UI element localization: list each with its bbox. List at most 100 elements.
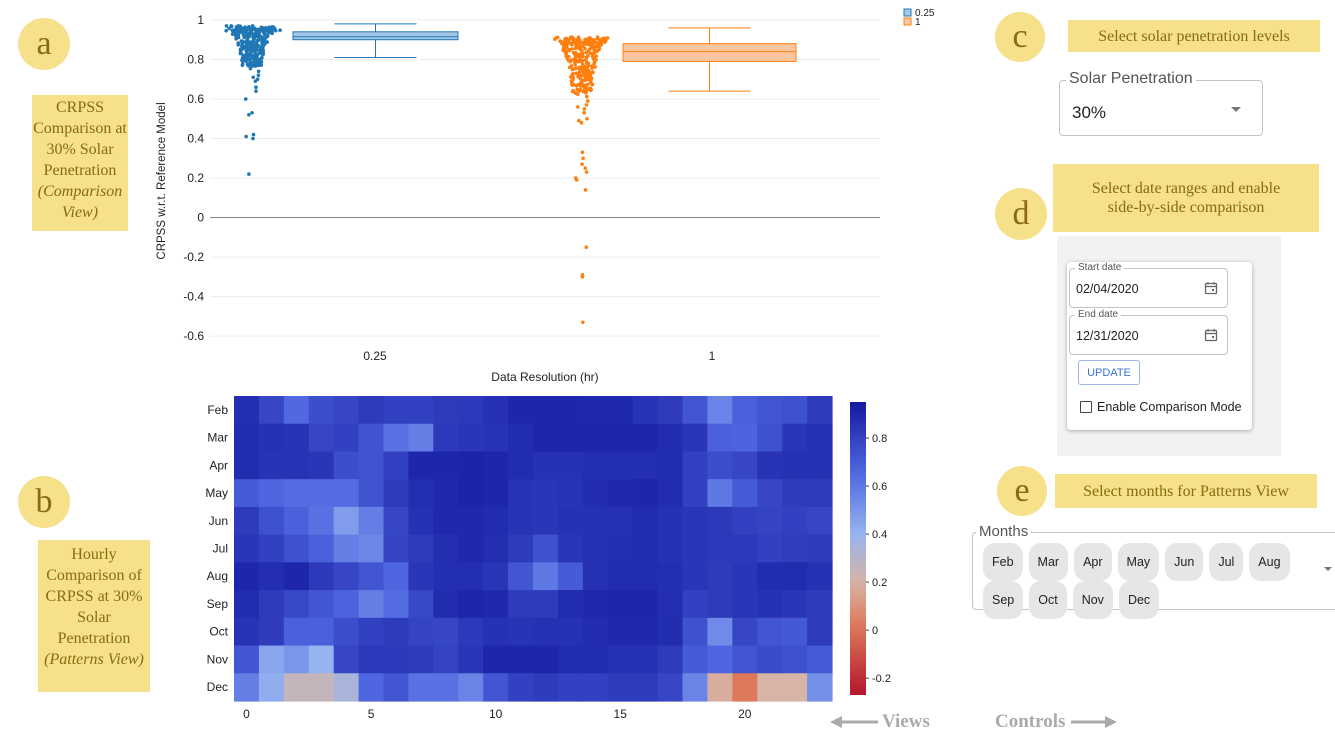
strip-point [554,35,559,40]
heatmap-cell [732,534,758,563]
heatmap-cell [557,506,584,536]
strip-point [585,72,589,77]
heatmap-cell [582,673,609,702]
strip-point [561,40,566,44]
heatmap-cell [333,451,360,480]
calendar-icon[interactable] [1204,281,1218,295]
heatmap-cell [582,506,609,536]
month-chip-may[interactable]: May [1117,543,1160,581]
heatmap-cell [458,506,484,536]
heatmap-cell [458,562,484,591]
heatmap-cell [607,506,634,536]
update-button[interactable]: UPDATE [1078,360,1140,385]
strip-point [601,36,605,41]
heatmap-cell [807,506,833,536]
annotation-e-badge: e [997,466,1047,516]
heatmap-cell [258,396,285,425]
y-tick-label: 0.2 [187,171,204,185]
heatmap-cell [283,479,310,508]
month-chip-apr[interactable]: Apr [1074,543,1112,581]
x-tick-label: 1 [709,349,716,363]
heatmap-cell [234,617,260,647]
annotation-a-line: Penetration [43,162,117,179]
heatmap-cell [333,479,360,508]
end-date-field[interactable]: End date 12/31/2020 [1069,309,1228,355]
month-chip-mar[interactable]: Mar [1028,543,1069,581]
heatmap-cell [607,396,634,425]
heatmap-row-label: Dec [207,680,228,694]
heatmap-cell [333,645,360,674]
strip-point [248,51,253,56]
heatmap-row-label: Feb [207,403,228,417]
heatmap-cell [508,534,534,563]
controls-label-group: Controls [995,710,1119,734]
heatmap-cell [408,451,434,480]
end-date-value: 12/31/2020 [1076,329,1139,343]
heatmap-cell [333,423,360,453]
heatmap-cell [283,423,310,453]
heatmap-cell [707,479,733,508]
heatmap-cell [383,396,410,425]
heatmap-cell [582,451,609,480]
month-chip-jun[interactable]: Jun [1165,543,1204,581]
strip-outlier-point [247,113,251,117]
comparison-mode-toggle[interactable]: Enable Comparison Mode [1080,400,1242,414]
month-chip-oct[interactable]: Oct [1029,581,1067,619]
heatmap-cell [757,423,783,453]
comparison-mode-checkbox[interactable] [1080,401,1092,413]
heatmap-cell [557,423,584,453]
month-chip-dec[interactable]: Dec [1118,581,1160,619]
colorbar-tick-label: 0.4 [872,529,887,541]
solar-penetration-select[interactable]: Solar Penetration 30% [1059,70,1263,136]
strip-point [251,36,256,40]
heatmap-cell [383,506,410,536]
arrow-right-icon [1071,716,1118,728]
heatmap-cell [632,673,659,702]
month-chip-aug[interactable]: Aug [1249,543,1290,581]
box-iqr [292,31,459,41]
month-chip-jul[interactable]: Jul [1209,543,1244,581]
heatmap-cell [557,645,584,674]
heatmap-cell [408,617,434,647]
strip-point [267,30,272,35]
heatmap-cell [508,673,534,702]
month-chip-nov[interactable]: Nov [1072,581,1113,619]
heatmap-cell [807,451,833,480]
calendar-icon[interactable] [1204,328,1218,342]
heatmap-cell [632,479,659,508]
annotation-b-letter: b [35,483,53,520]
y-tick-label: 1 [197,13,204,27]
heatmap-cell [408,396,434,425]
start-date-field[interactable]: Start date 02/04/2020 [1069,262,1228,308]
heatmap-cell [283,562,310,591]
heatmap-cell [632,451,659,480]
heatmap-cell [308,562,335,591]
heatmap-cell [732,673,758,702]
heatmap-cell [483,562,509,591]
heatmap-cell [632,562,659,591]
months-select[interactable]: Months Feb Mar Apr May Jun Jul Aug Sep Oct Nov Dec [972,523,1335,619]
y-tick-label: 0 [197,211,204,225]
annotation-c-badge: c [995,12,1045,62]
strip-point [570,67,575,72]
heatmap-cell [582,617,609,647]
heatmap-cell [433,534,459,563]
heatmap-cell [458,396,484,425]
chevron-down-icon[interactable] [1323,566,1333,573]
month-chip-sep[interactable]: Sep [983,581,1024,619]
heatmap-cell [557,590,584,619]
strip-point [564,54,568,58]
strip-point [245,50,249,55]
annotation-b-line: (Patterns View) [44,651,144,668]
heatmap-cell [533,534,559,563]
strip-outlier-point [253,79,258,84]
start-date-value: 02/04/2020 [1076,282,1139,296]
heatmap-cell [383,479,410,508]
strip-point [598,43,602,47]
heatmap-cell [383,534,410,563]
month-chip-feb[interactable]: Feb [983,543,1023,581]
heatmap-cell [657,534,684,563]
strip-point [250,27,255,32]
strip-point [569,79,574,83]
heatmap-cell [657,562,684,591]
